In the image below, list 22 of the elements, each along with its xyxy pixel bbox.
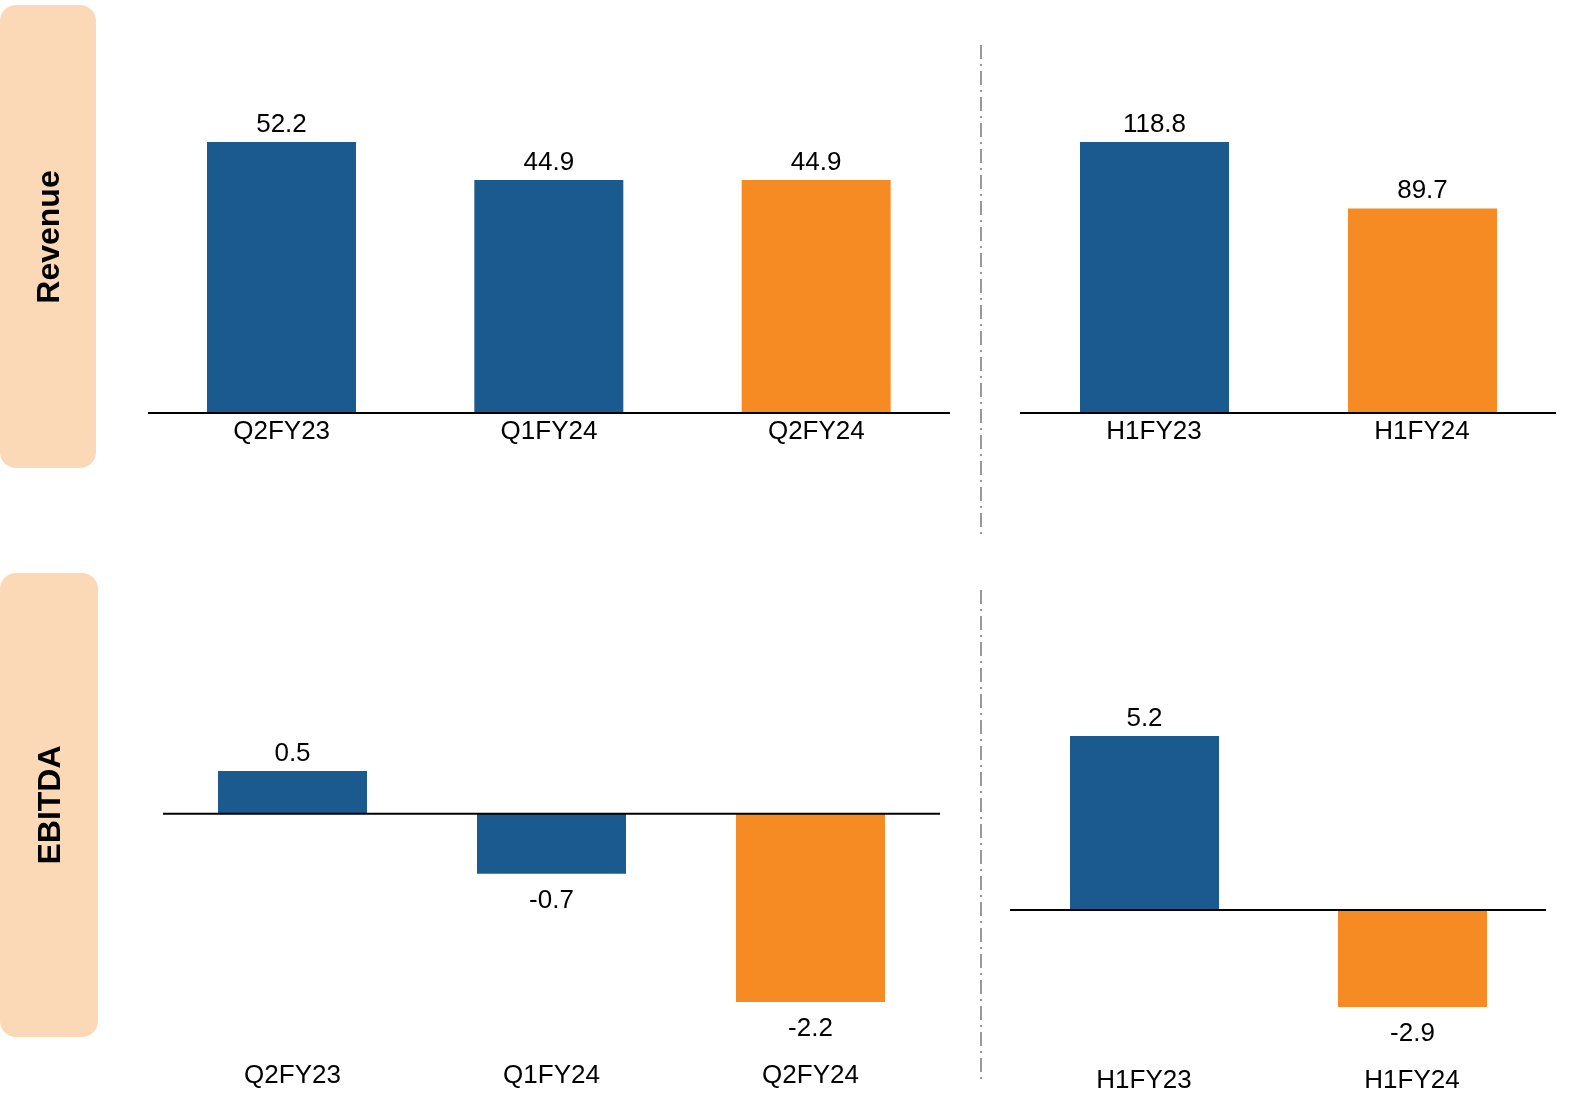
y-axis-title: Revenue [29,169,67,304]
x-tick-label: Q2FY23 [244,1059,341,1090]
y-axis-title: EBITDA [30,745,68,865]
x-tick-label: Q1FY24 [500,415,598,446]
x-tick-label: H1FY23 [1106,415,1202,446]
x-tick-label: Q1FY24 [503,1059,600,1090]
data-label: 0.5 [274,737,311,767]
x-tick-label: H1FY23 [1096,1064,1192,1095]
x-tick-label: H1FY24 [1374,415,1470,446]
data-label: 5.2 [1126,702,1163,732]
data-label: 44.9 [523,145,575,176]
data-label: -2.9 [1390,1017,1435,1047]
x-tick-label: Q2FY23 [233,415,331,446]
data-label: -0.7 [529,883,574,914]
data-label: -2.2 [788,1012,833,1042]
x-tick-label: Q2FY24 [767,415,865,446]
data-label: 52.2 [256,108,307,138]
data-label: 44.9 [790,145,842,176]
x-tick-label: Q2FY24 [762,1059,859,1090]
data-label: 118.8 [1122,108,1187,138]
data-label: 89.7 [1397,174,1448,205]
x-tick-label: H1FY24 [1364,1064,1460,1095]
